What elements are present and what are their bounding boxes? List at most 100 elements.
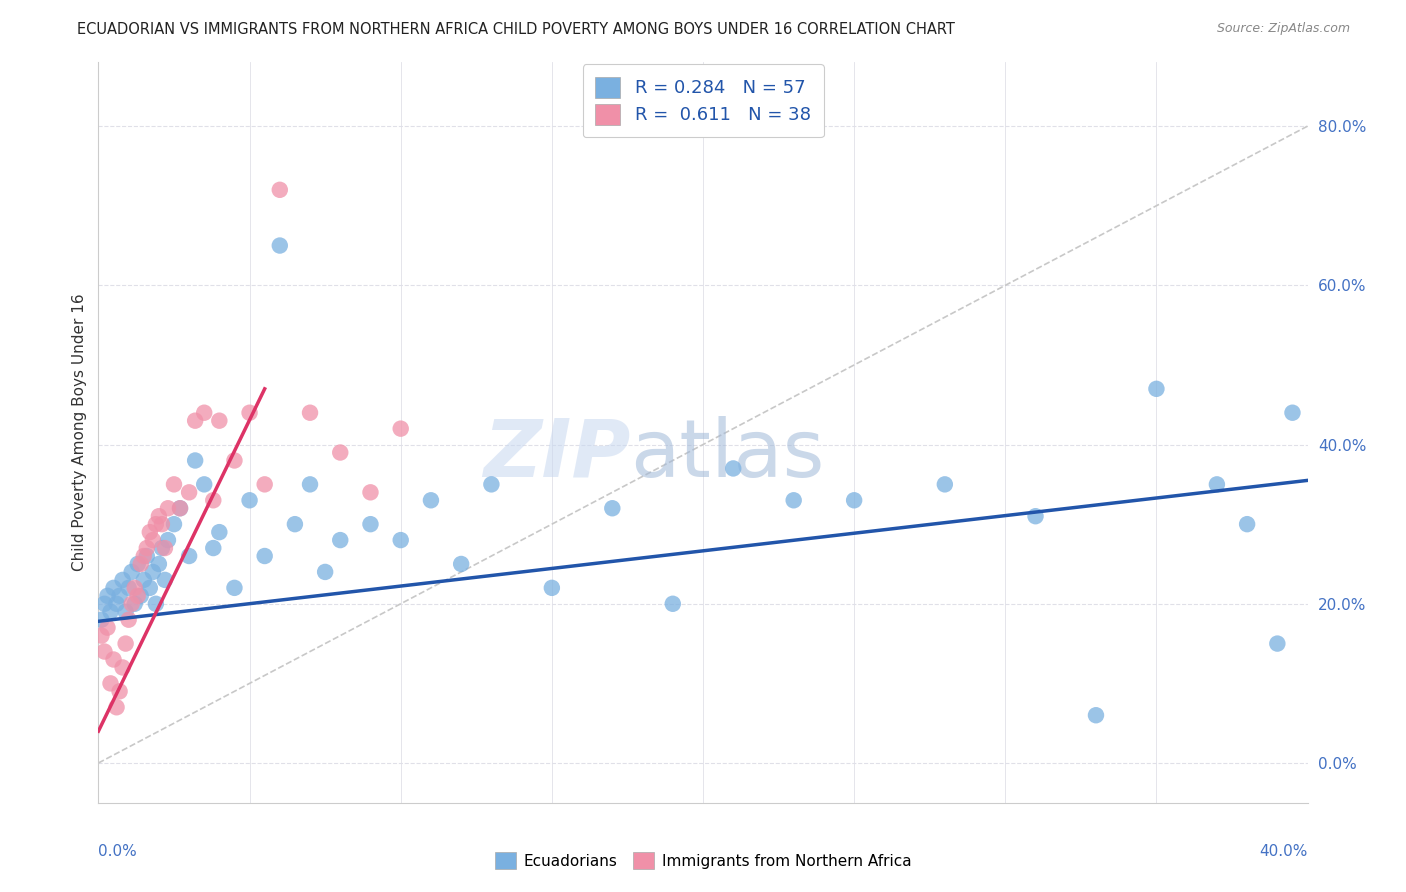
Point (360, 517, 382, 532)
Text: Source: ZipAtlas.com: Source: ZipAtlas.com (1216, 22, 1350, 36)
Point (150, 517, 173, 532)
Point (163, 517, 186, 532)
Point (148, 509, 170, 524)
Point (105, 700, 128, 714)
Point (202, 541, 225, 555)
Point (93, 644, 115, 658)
Point (103, 581, 125, 595)
Point (314, 565, 336, 579)
Point (540, 581, 562, 595)
Point (132, 549, 155, 563)
Point (153, 573, 176, 587)
Point (145, 517, 167, 532)
Point (269, 183, 291, 197)
Point (142, 565, 165, 579)
Point (108, 589, 131, 603)
Point (208, 414, 231, 428)
Point (121, 565, 143, 579)
Text: 40.0%: 40.0% (1260, 844, 1308, 858)
Point (145, 597, 167, 611)
Point (111, 660, 134, 674)
Point (389, 533, 412, 547)
Point (193, 477, 215, 491)
Text: ECUADORIAN VS IMMIGRANTS FROM NORTHERN AFRICA CHILD POVERTY AMONG BOYS UNDER 16 : ECUADORIAN VS IMMIGRANTS FROM NORTHERN A… (77, 22, 955, 37)
Point (253, 477, 276, 491)
Point (156, 533, 179, 547)
Point (481, 477, 503, 491)
Legend: Ecuadorians, Immigrants from Northern Africa: Ecuadorians, Immigrants from Northern Af… (488, 846, 918, 875)
Point (1281, 406, 1303, 420)
Point (139, 581, 162, 595)
Point (96, 621, 118, 635)
Point (127, 557, 149, 571)
Point (224, 453, 246, 467)
Point (602, 501, 624, 516)
Point (121, 597, 143, 611)
Point (1206, 477, 1229, 491)
Point (844, 493, 866, 508)
Point (127, 589, 149, 603)
Point (253, 549, 276, 563)
Point (129, 557, 152, 571)
Point (90, 613, 112, 627)
Point (202, 493, 225, 508)
Point (135, 541, 157, 555)
Point (360, 485, 382, 500)
Point (1267, 637, 1289, 651)
Point (103, 652, 125, 666)
Point (153, 541, 176, 555)
Point (93, 597, 115, 611)
Point (118, 613, 141, 627)
Point (156, 501, 179, 516)
Point (96, 589, 118, 603)
Point (139, 525, 162, 540)
Point (1144, 382, 1167, 396)
Point (208, 525, 231, 540)
Text: ZIP: ZIP (484, 416, 630, 494)
Point (100, 676, 122, 690)
Point (179, 549, 201, 563)
Point (184, 453, 207, 467)
Point (124, 597, 146, 611)
Point (129, 589, 152, 603)
Point (179, 485, 201, 500)
Point (193, 406, 215, 420)
Point (169, 501, 191, 516)
Point (269, 238, 291, 252)
Point (299, 406, 322, 420)
Text: atlas: atlas (630, 416, 825, 494)
Point (114, 605, 136, 619)
Point (450, 557, 472, 571)
Point (124, 581, 146, 595)
Point (1085, 708, 1108, 723)
Point (420, 493, 443, 508)
Point (723, 461, 745, 475)
Point (169, 501, 191, 516)
Legend: R = 0.284   N = 57, R =  0.611   N = 38: R = 0.284 N = 57, R = 0.611 N = 38 (582, 64, 824, 137)
Point (661, 597, 683, 611)
Point (299, 477, 322, 491)
Point (118, 581, 141, 595)
Point (132, 573, 155, 587)
Point (148, 557, 170, 571)
Point (184, 414, 207, 428)
Point (284, 517, 307, 532)
Point (100, 605, 122, 619)
Point (142, 533, 165, 547)
Point (239, 493, 262, 508)
Point (934, 477, 956, 491)
Point (329, 533, 352, 547)
Y-axis label: Child Poverty Among Boys Under 16: Child Poverty Among Boys Under 16 (72, 293, 87, 572)
Point (111, 573, 134, 587)
Point (329, 445, 352, 459)
Point (783, 493, 806, 508)
Point (135, 549, 157, 563)
Point (1024, 509, 1046, 524)
Point (239, 406, 262, 420)
Point (163, 477, 186, 491)
Point (224, 581, 246, 595)
Point (150, 541, 173, 555)
Point (114, 637, 136, 651)
Point (108, 684, 131, 698)
Point (1236, 517, 1258, 532)
